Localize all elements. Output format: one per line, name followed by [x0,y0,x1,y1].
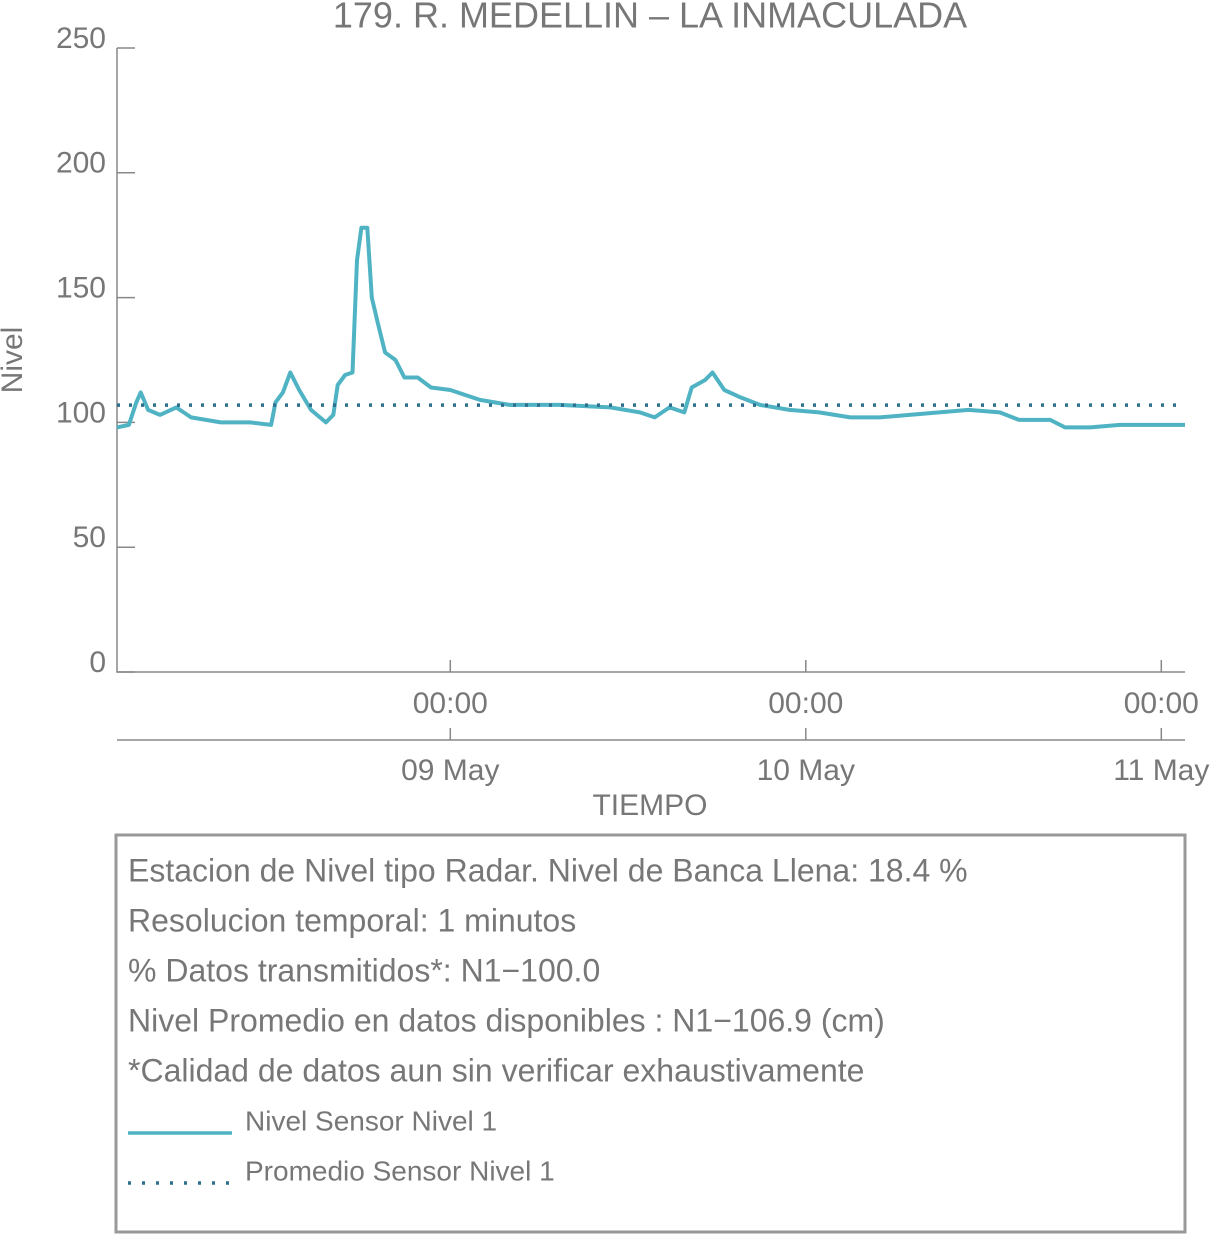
x-tick-label: 00:00 [413,687,488,720]
date-label: 11 May [1113,754,1209,787]
info-line: % Datos transmitidos*: N1−100.0 [128,952,600,988]
y-tick-label: 250 [56,22,106,55]
axis [116,48,1185,673]
legend-label: Nivel Sensor Nivel 1 [245,1105,497,1136]
legend-box [114,833,1187,1234]
x-tick-label: 00:00 [768,687,843,720]
info-line: Resolucion temporal: 1 minutos [128,902,576,938]
y-tick-label: 200 [56,147,106,180]
legend-label: Promedio Sensor Nivel 1 [245,1155,555,1186]
info-line: Estacion de Nivel tipo Radar. Nivel de B… [128,852,968,888]
x-tick-label: 00:00 [1124,687,1199,720]
date-label: 09 May [401,754,499,787]
y-axis-label: Nivel [0,327,29,394]
info-line: Nivel Promedio en datos disponibles : N1… [128,1002,885,1038]
series-line [116,225,1185,430]
y-tick-label: 150 [56,272,106,305]
chart-title: 179. R. MEDELLIN – LA INMACULADA [333,0,967,36]
date-label: 10 May [757,754,855,787]
y-tick-label: 50 [73,521,106,554]
y-tick-label: 0 [89,646,106,679]
info-line: *Calidad de datos aun sin verificar exha… [128,1052,864,1088]
y-tick-label: 100 [56,396,106,429]
x-axis-label: TIEMPO [592,789,707,822]
